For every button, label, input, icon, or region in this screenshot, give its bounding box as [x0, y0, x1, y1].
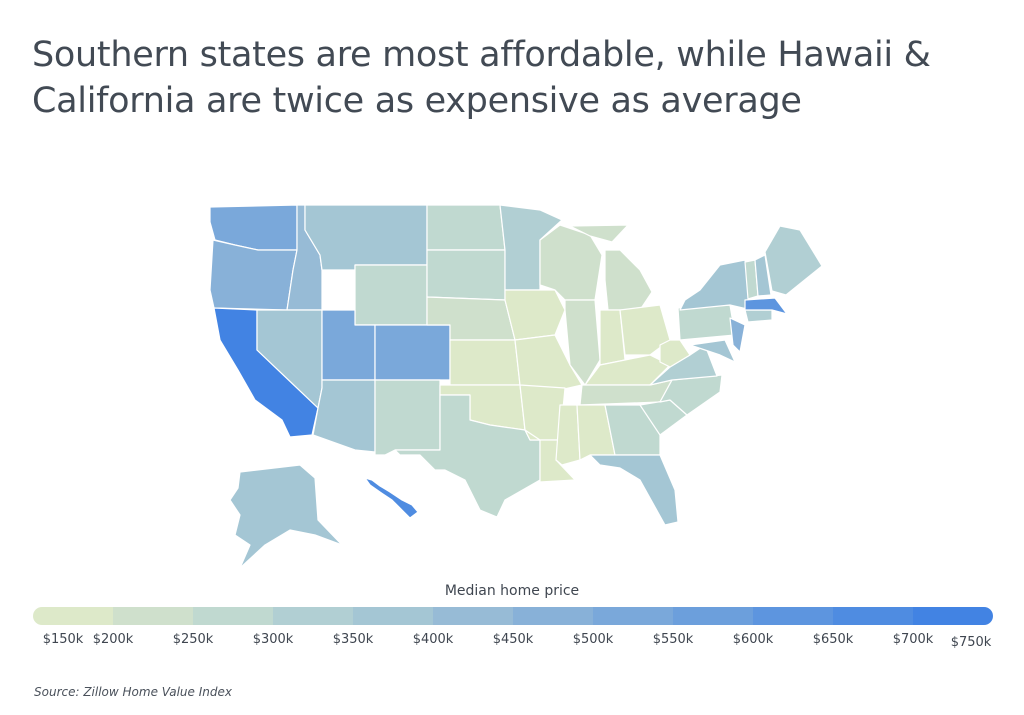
state-GA — [604, 404, 661, 456]
state-IA — [504, 289, 566, 341]
state-FL — [589, 454, 679, 526]
chart-title: Southern states are most affordable, whi… — [32, 35, 931, 121]
state-ME — [764, 225, 823, 296]
legend-tick-label: $700k — [892, 632, 934, 647]
state-MT — [304, 204, 428, 271]
legend-swatch — [913, 607, 993, 625]
legend-tick-label: $200k — [92, 632, 134, 647]
state-MD — [689, 339, 736, 363]
source-note: Source: Zillow Home Value Index — [34, 685, 232, 699]
state-SD — [426, 249, 506, 301]
legend-title: Median home price — [444, 583, 580, 599]
state-NH — [754, 254, 772, 297]
legend-swatch — [33, 607, 113, 625]
state-MA — [744, 297, 788, 315]
legend-tick-label: $350k — [332, 632, 374, 647]
legend-tick-label: $150k — [42, 632, 84, 647]
legend-swatch — [673, 607, 753, 625]
state-MI — [604, 249, 653, 311]
legend-tick-label: $300k — [252, 632, 294, 647]
legend-swatch — [273, 607, 353, 625]
legend-tick-label: $500k — [572, 632, 614, 647]
state-HI — [364, 477, 419, 519]
state-CO — [374, 324, 451, 381]
legend-swatch — [753, 607, 833, 625]
legend-swatch — [113, 607, 193, 625]
legend-color-scale — [33, 607, 993, 625]
state-AK — [229, 464, 343, 569]
state-CT — [744, 309, 773, 323]
legend-tick-label: $550k — [652, 632, 694, 647]
state-LA — [524, 429, 576, 483]
state-WV — [659, 339, 691, 368]
state-NJ — [729, 317, 746, 353]
legend-swatch — [593, 607, 673, 625]
legend-tick-label: $600k — [732, 632, 774, 647]
state-MS — [555, 404, 581, 466]
legend-tick-label: $650k — [812, 632, 854, 647]
legend-swatch — [193, 607, 273, 625]
state-TX — [394, 394, 541, 518]
state-AZ — [312, 379, 376, 453]
legend-tick-label: $750k — [950, 635, 992, 650]
legend-swatch — [513, 607, 593, 625]
state-MI-upper — [569, 224, 629, 243]
legend-swatch — [433, 607, 513, 625]
legend-ticks: $150k $200k $250k $300k $350k $400k $450k $500k… — [0, 632, 1024, 652]
legend-tick-label: $450k — [492, 632, 534, 647]
state-KS — [449, 339, 521, 386]
legend-swatch — [353, 607, 433, 625]
legend-tick-label: $400k — [412, 632, 454, 647]
state-WY — [354, 264, 428, 326]
legend-tick-label: $250k — [172, 632, 214, 647]
legend-swatch — [833, 607, 913, 625]
state-NM — [374, 379, 441, 456]
state-ND — [426, 204, 506, 251]
state-OR — [209, 239, 298, 311]
state-PA — [677, 304, 736, 341]
